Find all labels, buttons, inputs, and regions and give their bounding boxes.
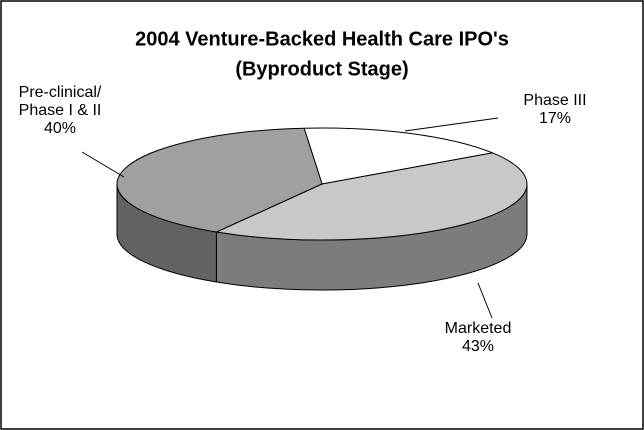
- chart-subtitle: (Byproduct Stage): [235, 58, 408, 80]
- leader-line: [404, 117, 499, 132]
- leader-line: [81, 151, 125, 178]
- value-label: 17%: [538, 110, 572, 127]
- slice: [303, 127, 495, 185]
- category-label: Marketed: [444, 320, 512, 337]
- chart-title: 2004 Venture-Backed Health Care IPO's: [135, 28, 509, 50]
- slice-label: Marketed 43%: [423, 320, 533, 356]
- category-label: Pre-clinical/ Phase I & II: [18, 84, 102, 119]
- slice-label: Pre-clinical/ Phase I & II 40%: [10, 84, 110, 138]
- value-label: 43%: [461, 338, 495, 355]
- slice: [116, 127, 323, 233]
- value-label: 40%: [43, 120, 77, 137]
- slice-label: Phase III 17%: [500, 92, 610, 128]
- leader-line: [477, 282, 493, 319]
- slice: [214, 152, 528, 241]
- pie: [116, 127, 528, 291]
- category-label: Phase III: [523, 92, 587, 109]
